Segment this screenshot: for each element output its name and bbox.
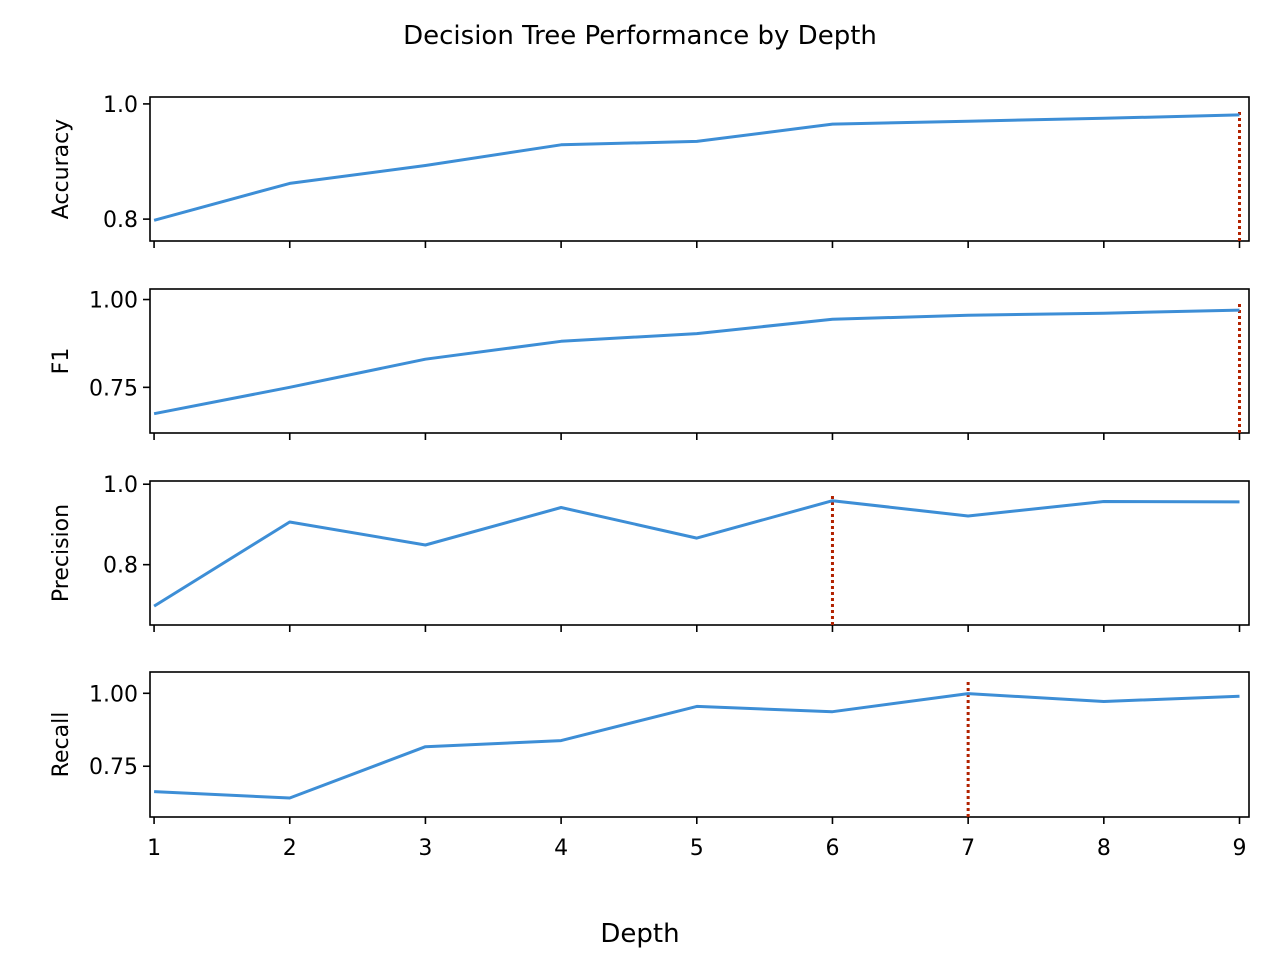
x-tick-label: 8 [1097, 836, 1111, 861]
series-line-recall [154, 692, 1240, 800]
x-tick-label: 5 [690, 836, 704, 861]
y-tick-label: 1.0 [103, 93, 138, 118]
y-tick-label: 0.8 [103, 208, 138, 233]
series-line-f1 [153, 308, 1240, 416]
x-tick-label: 4 [554, 836, 568, 861]
x-tick-label: 9 [1233, 836, 1247, 861]
chart-title: Decision Tree Performance by Depth [403, 21, 877, 51]
series-line-precision [153, 499, 1240, 608]
x-axis-label: Depth [600, 919, 679, 949]
y-tick-label: 0.75 [89, 755, 138, 780]
panel-precision: 0.8 1.0 Precision [49, 473, 1250, 632]
axes-frame [149, 288, 1250, 434]
axes-frame [149, 96, 1250, 242]
x-tick-label: 2 [283, 836, 297, 861]
panel-recall: 0.75 1.00 Recall 1 2 3 4 5 6 7 8 9 [49, 671, 1250, 861]
axes-frame [149, 480, 1250, 626]
panel-f1: 0.75 1.00 F1 [49, 288, 1250, 440]
axes-frame [149, 671, 1250, 818]
x-tick-label: 3 [418, 836, 432, 861]
subplot-panels: 0.81.0Accuracy0.751.00F10.81.0Precision0… [49, 93, 1250, 861]
y-axis-label-recall: Recall [49, 712, 74, 778]
panel-accuracy: 0.8 1.0 Accuracy [49, 93, 1250, 248]
y-tick-label: 0.8 [103, 554, 138, 579]
y-axis-label-accuracy: Accuracy [49, 119, 74, 219]
y-axis-label-f1: F1 [49, 348, 74, 375]
y-tick-label: 1.0 [103, 473, 138, 498]
series-line-accuracy [153, 113, 1240, 222]
y-tick-label: 1.00 [89, 289, 138, 314]
x-tick-label: 6 [825, 836, 839, 861]
x-tick-label: 7 [961, 836, 975, 861]
y-axis-label-precision: Precision [49, 504, 74, 602]
y-tick-label: 0.75 [89, 376, 138, 401]
y-tick-label: 1.00 [89, 682, 138, 707]
x-tick-label: 1 [147, 836, 161, 861]
